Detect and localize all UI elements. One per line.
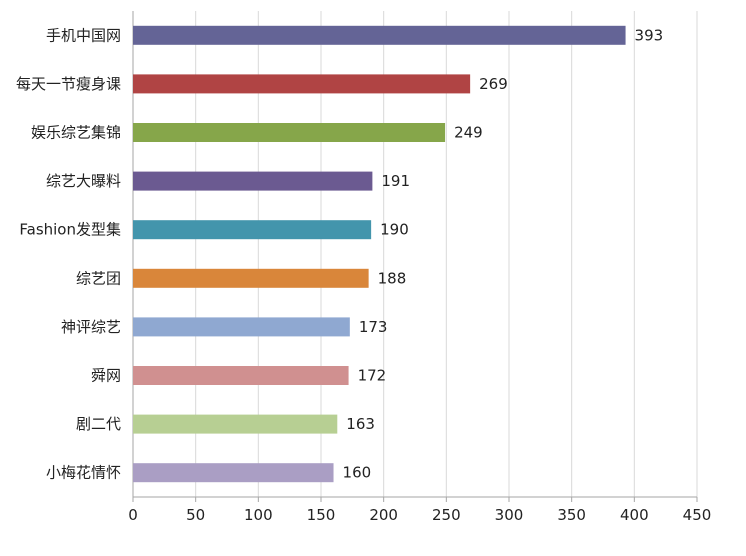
data-label-6: 188 xyxy=(378,269,407,287)
bar-8 xyxy=(133,366,349,385)
bar-1 xyxy=(133,25,626,45)
bar-3 xyxy=(133,123,446,142)
data-label-1: 393 xyxy=(635,26,664,44)
data-label-10: 160 xyxy=(343,464,372,482)
category-label-1: 手机中国网 xyxy=(46,26,121,44)
data-label-8: 172 xyxy=(358,367,387,385)
bar-5 xyxy=(133,220,372,240)
bar-4 xyxy=(133,171,373,191)
data-label-3: 249 xyxy=(454,124,483,142)
x-tick-label-100: 100 xyxy=(244,506,273,524)
data-label-2: 269 xyxy=(479,75,508,93)
data-label-9: 163 xyxy=(346,415,375,433)
category-label-7: 神评综艺 xyxy=(61,318,121,336)
category-label-6: 综艺团 xyxy=(76,269,121,287)
x-tick-label-350: 350 xyxy=(557,506,586,524)
x-tick-label-150: 150 xyxy=(307,506,336,524)
bar-6 xyxy=(133,268,369,288)
data-label-5: 190 xyxy=(380,221,409,239)
x-tick-label-450: 450 xyxy=(683,506,712,524)
category-label-10: 小梅花情怀 xyxy=(46,464,121,482)
x-tick-label-250: 250 xyxy=(432,506,461,524)
bar-9 xyxy=(133,414,338,434)
category-label-2: 每天一节瘦身课 xyxy=(16,75,121,93)
bar-7 xyxy=(133,317,350,337)
x-tick-label-300: 300 xyxy=(495,506,524,524)
labels: 0 50 100 150 200 250 300 350 400 450 手机中国网 393 每天一节瘦… xyxy=(16,26,711,524)
data-label-7: 173 xyxy=(359,318,388,336)
x-tick-label-400: 400 xyxy=(620,506,649,524)
x-tick-label-0: 0 xyxy=(128,506,138,524)
category-label-9: 剧二代 xyxy=(76,415,121,433)
category-label-3: 娱乐综艺集锦 xyxy=(31,124,121,142)
x-tick-label-50: 50 xyxy=(186,506,205,524)
data-label-4: 191 xyxy=(381,172,410,190)
bar-10 xyxy=(133,463,334,483)
bars xyxy=(133,25,626,483)
category-label-5: Fashion发型集 xyxy=(19,221,121,239)
bar-2 xyxy=(133,74,471,94)
category-label-4: 综艺大曝料 xyxy=(46,172,121,190)
category-label-8: 舜网 xyxy=(91,367,121,385)
x-tick-label-200: 200 xyxy=(369,506,398,524)
